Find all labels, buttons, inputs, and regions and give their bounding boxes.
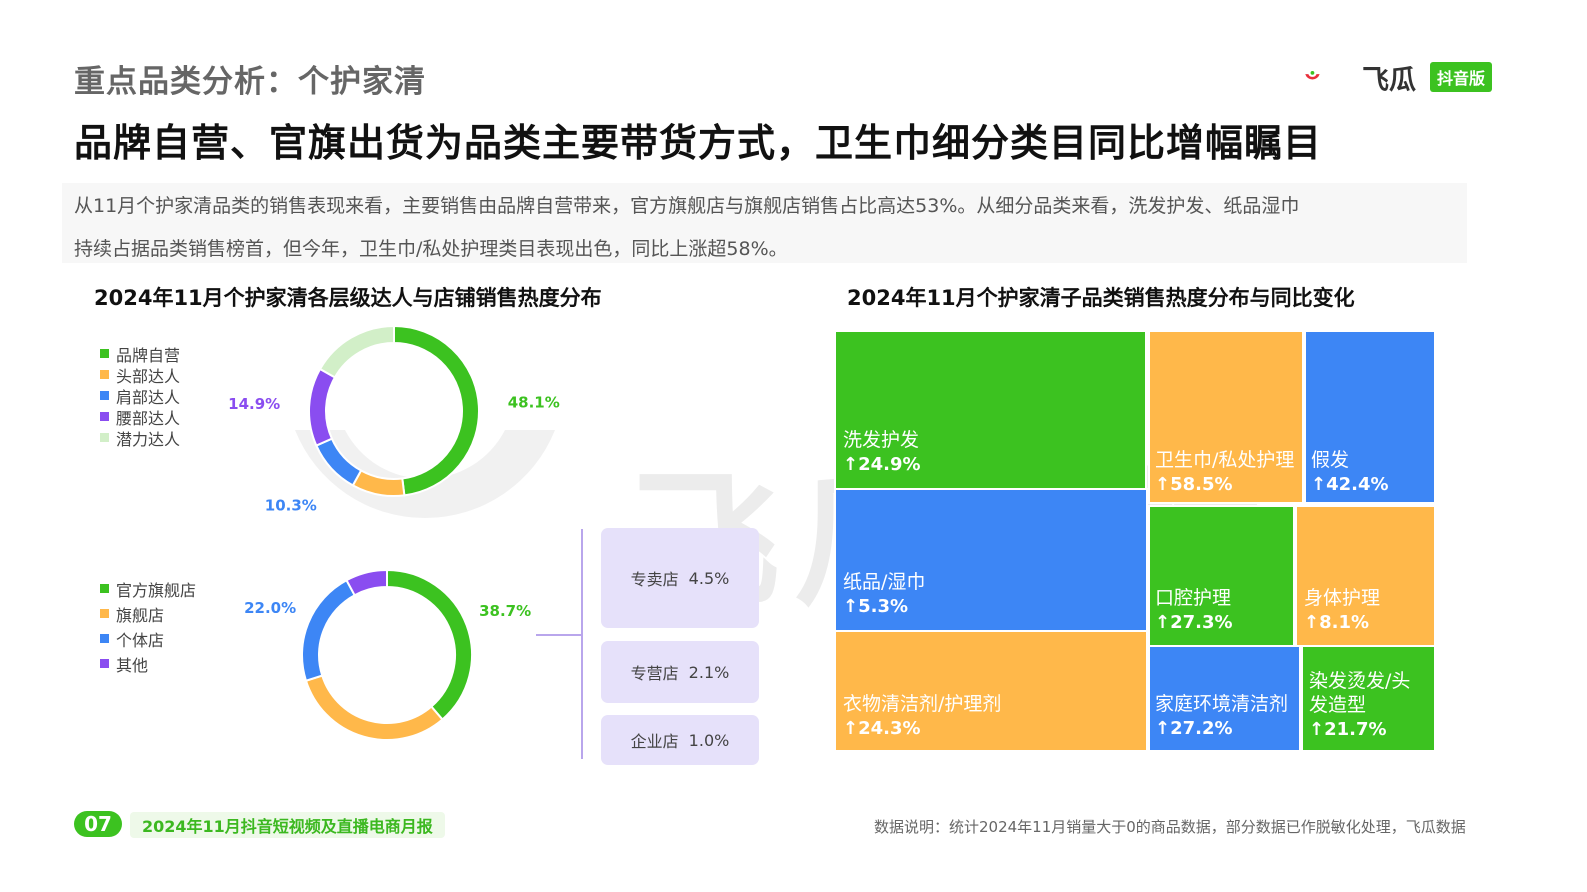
breakdown-box: 专卖店 4.5% (601, 528, 759, 628)
right-chart-title: 2024年11月个护家清子品类销售热度分布与同比变化 (847, 286, 1355, 310)
legend-item: 腰部达人 (100, 406, 181, 428)
legend-item: 其他 (100, 651, 196, 676)
legend-item: 头部达人 (100, 364, 181, 386)
breakdown-value: 2.1% (688, 662, 730, 682)
treemap-cell (1148, 330, 1304, 504)
logo-name: 飞瓜 (1362, 65, 1416, 96)
treemap-cell-change: ↑27.3% (1155, 612, 1233, 633)
legend-item: 旗舰店 (100, 601, 196, 626)
legend-item: 肩部达人 (100, 385, 181, 407)
treemap-cell (834, 488, 1148, 632)
breakdown-name: 专营店 (630, 664, 679, 683)
watermark-logo-icon (295, 430, 555, 519)
treemap-cell-change: ↑24.3% (843, 718, 921, 739)
donut-slice (315, 437, 363, 487)
slice-label: 38.7% (479, 602, 531, 620)
donut-slice (345, 568, 388, 597)
breakdown-box: 专营店 2.1% (601, 641, 759, 703)
donut-slice (386, 568, 473, 721)
legend-label: 头部达人 (116, 366, 181, 386)
legend-item: 品牌自营 (100, 343, 181, 365)
legend-label: 肩部达人 (116, 387, 181, 407)
summary-line-1: 从11月个护家清品类的销售表现来看，主要销售由品牌自营带来，官方旗舰店与旗舰店销… (74, 195, 1300, 217)
data-note: 数据说明：统计2024年11月销量大于0的商品数据，部分数据已作脱敏化处理，飞瓜… (874, 818, 1466, 836)
headline: 品牌自营、官旗出货为品类主要带货方式，卫生巾细分类目同比增幅瞩目 (74, 121, 1323, 165)
donut-chart-stores: 38.7%31.4%22.0%7.9% (244, 568, 531, 741)
feigua-logo-icon (1305, 71, 1320, 80)
treemap-cell-change: ↑27.2% (1155, 718, 1233, 739)
page-number: 07 (74, 811, 122, 837)
treemap-cell-name: 身体护理 (1304, 587, 1380, 609)
summary-line-2: 持续占据品类销售榜首，但今年，卫生巾/私处护理类目表现出色，同比上涨超58%。 (74, 238, 788, 260)
breakdown-box: 企业店 1.0% (601, 715, 759, 765)
slice-label: 48.1% (508, 393, 560, 411)
donut2-legend: 官方旗舰店 旗舰店 个体店 其他 (100, 576, 196, 676)
breakdown-name: 专卖店 (630, 570, 679, 589)
slice-label: 14.9% (228, 395, 280, 413)
treemap-cell (1301, 645, 1436, 752)
donut-slice (304, 674, 444, 741)
treemap-cell-name: 洗发护发 (843, 429, 919, 451)
breakdown-value: 1.0% (688, 730, 730, 750)
treemap-cell-change: ↑21.7% (1309, 719, 1387, 740)
breakdown-name: 企业店 (630, 732, 679, 751)
legend-label: 品牌自营 (116, 345, 181, 365)
treemap-cell (1148, 645, 1301, 752)
report-name: 2024年11月抖音短视频及直播电商月报 (130, 812, 445, 838)
slice-label: 10.3% (265, 497, 317, 515)
treemap-cell (834, 330, 1147, 490)
treemap-cell-name: 假发 (1311, 449, 1349, 471)
logo-badge: 抖音版 (1430, 62, 1493, 92)
treemap-cell-name: 口腔护理 (1155, 587, 1231, 609)
treemap-cell-name: 衣物清洁剂/护理剂 (843, 693, 1001, 715)
treemap-chart: 洗发护发 ↑24.9% 纸品/湿巾 ↑5.3% 衣物清洁剂/护理剂 ↑24.3% 卫生巾/私… (834, 330, 1436, 752)
treemap-cell-name: 纸品/湿巾 (843, 571, 925, 593)
slice-label: 22.0% (244, 599, 296, 617)
donut-slice (351, 469, 406, 497)
donut1-legend: 品牌自营 头部达人 肩部达人 腰部达人 潜力达人 (100, 343, 181, 449)
treemap-cell-change: ↑24.9% (843, 454, 921, 475)
donut-chart-creators: 48.1%10.0%10.3%14.9%16.8% (228, 324, 560, 515)
treemap-cell (1304, 330, 1436, 504)
treemap-cell (1148, 505, 1295, 647)
breakdown-value: 4.5% (688, 568, 730, 588)
legend-label: 旗舰店 (116, 605, 165, 625)
treemap-cell-name: 发造型 (1309, 694, 1366, 716)
legend-label: 腰部达人 (116, 408, 181, 428)
legend-label: 官方旗舰店 (116, 580, 197, 600)
treemap-cell (834, 630, 1148, 752)
treemap-cell-name: 染发烫发/头 (1309, 670, 1410, 692)
legend-item: 个体店 (100, 626, 196, 651)
donut-slice (318, 324, 395, 379)
summary-box: 从11月个护家清品类的销售表现来看，主要销售由品牌自营带来，官方旗舰店与旗舰店销… (62, 183, 1467, 263)
treemap-cell-name: 卫生巾/私处护理 (1155, 449, 1294, 471)
legend-label: 其他 (116, 655, 149, 675)
treemap-cell (1295, 505, 1436, 647)
donut-slice (301, 578, 356, 683)
treemap-cell-change: ↑58.5% (1155, 474, 1233, 495)
treemap-cell-change: ↑42.4% (1311, 474, 1389, 495)
donut-slice (393, 324, 480, 497)
legend-item: 官方旗舰店 (100, 576, 196, 601)
legend-label: 个体店 (116, 630, 165, 650)
legend-label: 潜力达人 (116, 429, 181, 449)
treemap-cell-name: 家庭环境清洁剂 (1155, 693, 1288, 715)
treemap-cell-change: ↑8.1% (1304, 612, 1369, 633)
left-chart-title: 2024年11月个护家清各层级达人与店铺销售热度分布 (94, 286, 602, 310)
breakdown-bracket (536, 529, 583, 759)
legend-item: 潜力达人 (100, 427, 181, 449)
donut-slice (308, 367, 337, 447)
section-title: 重点品类分析：个护家清 (74, 64, 426, 100)
treemap-cell-change: ↑5.3% (843, 596, 908, 617)
